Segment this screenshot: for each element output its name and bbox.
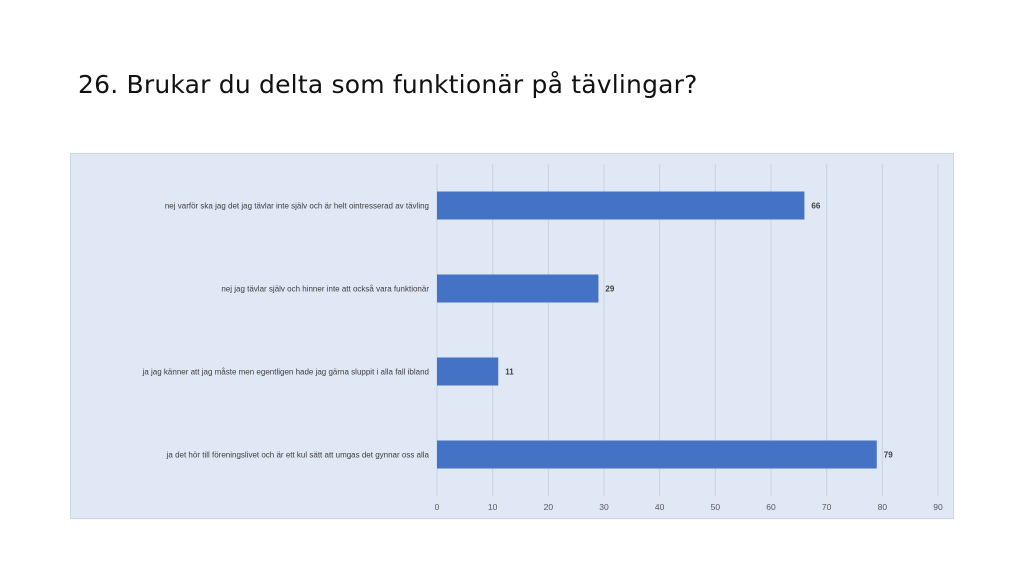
x-tick-label: 40 (655, 502, 665, 512)
x-tick-label: 20 (544, 502, 554, 512)
bar (437, 357, 499, 386)
x-tick-label: 0 (435, 502, 440, 512)
slide-title: 26. Brukar du delta som funktionär på tä… (78, 70, 698, 99)
category-label: nej varför ska jag det jag tävlar inte s… (165, 202, 429, 211)
chart-area: nej varför ska jag det jag tävlar inte s… (70, 153, 954, 519)
data-label: 29 (605, 285, 614, 294)
x-tick-label: 10 (488, 502, 498, 512)
category-label: nej jag tävlar själv och hinner inte att… (221, 285, 429, 294)
bar (437, 191, 805, 220)
x-tick-label: 60 (766, 502, 776, 512)
x-axis-tick-labels: 0 10 20 30 40 50 60 70 80 90 (435, 502, 943, 512)
data-labels: 66 29 11 79 (505, 202, 893, 460)
x-tick-label: 50 (711, 502, 721, 512)
x-tick-label: 90 (933, 502, 943, 512)
x-tick-label: 80 (878, 502, 888, 512)
category-label: ja jag känner att jag måste men egentlig… (142, 368, 429, 377)
bar (437, 440, 877, 469)
data-label: 11 (505, 368, 514, 377)
bar (437, 274, 599, 303)
x-tick-label: 70 (822, 502, 832, 512)
data-label: 66 (811, 202, 820, 211)
data-label: 79 (884, 451, 893, 460)
bars (437, 191, 877, 469)
bar-chart: nej varför ska jag det jag tävlar inte s… (142, 164, 943, 512)
x-tick-label: 30 (599, 502, 609, 512)
category-label: ja det hör till föreningslivet och är et… (166, 451, 430, 460)
category-labels: nej varför ska jag det jag tävlar inte s… (142, 202, 430, 460)
